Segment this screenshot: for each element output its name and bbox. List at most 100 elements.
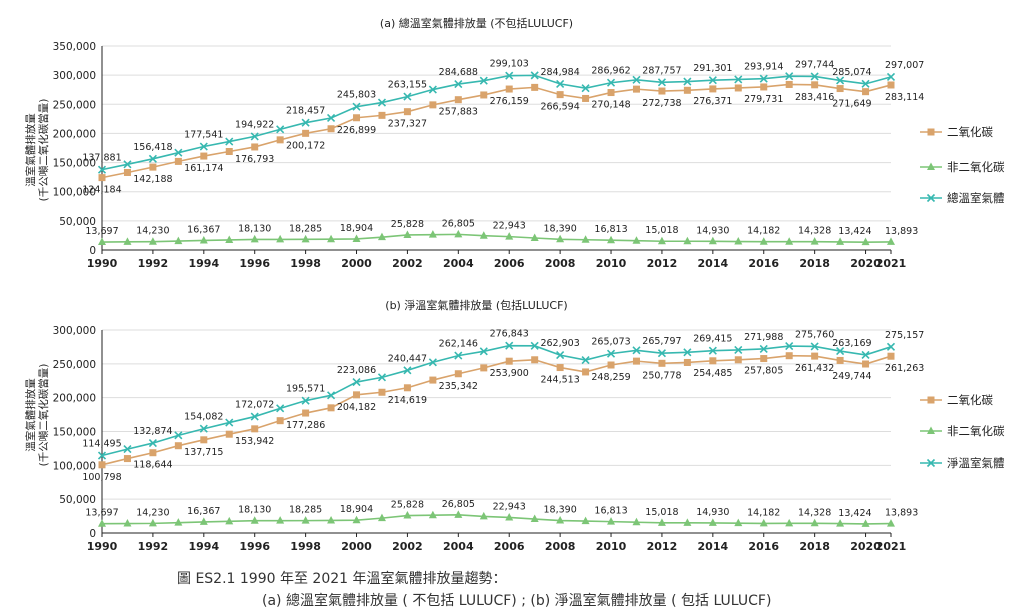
data-point [454,370,462,378]
data-point [632,75,641,84]
legend-marker [926,193,936,203]
data-label: 249,744 [832,371,871,382]
data-point [174,518,183,526]
data-point [606,78,616,87]
data-point [327,125,335,133]
legend-label: 非二氧化碳 [947,424,1005,438]
x-tick-label: 2006 [494,540,525,553]
x-tick-label: 2004 [443,540,474,553]
data-point [200,152,208,160]
data-point [454,351,463,360]
data-point [632,85,640,93]
data-point [632,357,640,365]
data-label: 261,432 [795,363,834,374]
data-label: 269,415 [693,334,732,345]
data-point [785,518,794,527]
y-tick-label: 250,000 [53,99,96,111]
data-point [861,519,870,527]
data-point [377,373,387,382]
chart-panel-b: (b) 淨溫室氣體排放量 (包括LULUCF) 0 50,000 100,000 150… [24,298,1005,553]
data-label: 16,367 [187,506,220,517]
data-point [327,404,335,412]
data-point [98,174,106,182]
data-point [530,233,539,241]
data-label: 13,893 [885,508,918,519]
data-label: 283,114 [885,92,924,103]
data-point [225,430,233,438]
data-point [454,229,463,238]
x-tick-label: 1998 [290,257,321,270]
legend-marker [927,128,935,136]
data-label: 257,883 [439,107,478,118]
data-point [276,417,284,425]
data-label: 18,130 [238,223,271,234]
data-point [403,384,411,392]
data-point [327,515,336,524]
data-point [352,234,361,242]
data-point [98,461,106,469]
data-point [657,349,667,358]
data-label: 14,230 [136,226,169,237]
x-tick-label: 2002 [392,257,423,270]
data-point [199,142,208,151]
data-point [683,518,692,526]
data-point [632,236,641,244]
data-label: 254,485 [693,368,732,379]
data-label: 240,447 [388,353,427,364]
data-point [276,234,285,243]
data-label: 195,571 [286,384,325,395]
data-point [403,108,411,116]
data-label: 257,805 [744,366,783,377]
data-point [734,75,743,84]
data-point [428,230,437,238]
x-tick-label: 1990 [87,540,118,553]
data-label: 284,984 [540,67,579,78]
data-label: 293,914 [744,62,783,73]
data-point [658,359,666,367]
data-point [709,85,717,93]
legend-marker [927,162,935,170]
data-point [326,391,336,400]
x-tick-label: 2021 [876,540,907,553]
data-label: 137,715 [184,447,223,458]
data-label: 172,072 [235,400,274,411]
data-point [123,237,132,245]
x-tick-label: 1992 [138,540,169,553]
legend-marker [927,396,935,404]
data-point [709,357,717,365]
data-point [759,237,768,245]
data-point [250,132,259,141]
legend-marker [926,458,936,468]
data-point [301,516,310,524]
data-point [429,101,437,109]
data-label: 276,371 [693,96,732,107]
data-label: 13,697 [85,226,118,237]
data-label: 287,757 [642,65,681,76]
data-label: 25,828 [391,500,424,511]
data-point [302,129,310,137]
data-label: 250,778 [642,370,681,381]
data-label: 272,738 [642,98,681,109]
caption-line-2: (a) 總溫室氣體排放量 ( 不包括 LULUCF) ; (b) 淨溫室氣體排放… [262,593,772,609]
data-point [581,355,590,365]
series-line-co2 [101,83,892,179]
data-point [352,102,361,111]
data-point [123,445,132,454]
data-point [378,111,386,119]
data-point [734,345,743,354]
data-point [327,234,336,243]
y-axis-label: 溫室氣體排放量(千公噸二氧化碳當量) [24,99,50,202]
x-tick-label: 2016 [748,257,779,270]
data-point [301,234,310,243]
data-label: 226,899 [337,125,376,136]
legend-label: 非二氧化碳 [947,160,1005,174]
data-point [353,114,361,122]
data-label: 114,495 [82,439,121,450]
data-label: 286,962 [591,66,630,77]
data-label: 263,169 [832,338,871,349]
data-label: 14,930 [696,225,729,236]
chart-title: (a) 總溫室氣體排放量 (不包括LULUCF) [380,16,573,30]
data-point [276,404,285,413]
data-point [454,80,463,89]
